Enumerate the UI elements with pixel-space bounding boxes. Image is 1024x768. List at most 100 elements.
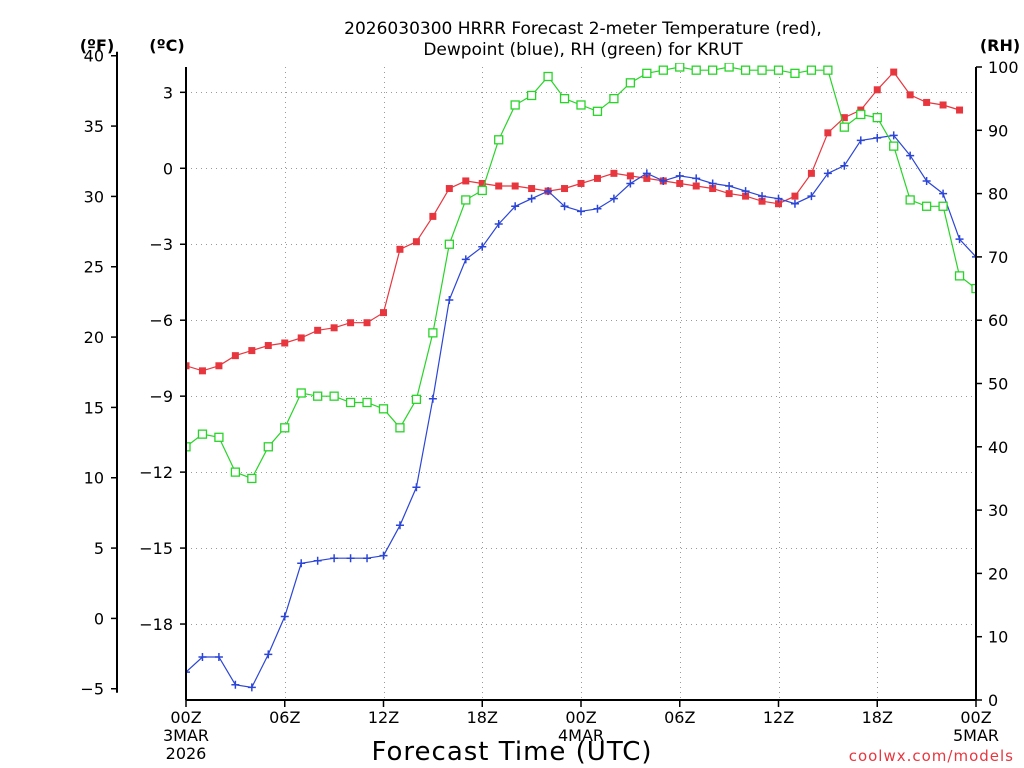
- rh-point: [247, 473, 257, 484]
- dewpoint-point: [856, 136, 865, 145]
- rh-point: [263, 442, 273, 452]
- dewpoint-point: [445, 295, 454, 304]
- rh-point: [856, 109, 866, 120]
- temperature-point: [412, 238, 420, 246]
- rh-point: [477, 185, 487, 196]
- rh-point: [642, 68, 652, 78]
- temperature-point: [725, 190, 733, 198]
- rh-point: [691, 65, 701, 75]
- dewpoint-point: [264, 650, 273, 659]
- rh-tick-label: 20: [988, 564, 1008, 583]
- dewpoint-point: [774, 194, 783, 203]
- rh-point: [186, 442, 191, 452]
- temperature-point: [478, 179, 486, 187]
- rh-point: [494, 135, 504, 145]
- temperature-point: [330, 324, 338, 332]
- x-tick-label: 18Z: [467, 708, 498, 727]
- temperature-point: [742, 192, 750, 200]
- dewpoint-point: [626, 179, 635, 188]
- dewpoint-point: [297, 559, 306, 568]
- dewpoint-point: [330, 554, 339, 563]
- dewpoint-point: [955, 235, 964, 244]
- dewpoint-point: [642, 169, 651, 178]
- x-tick-label: 00Z: [960, 708, 991, 727]
- dewpoint-point: [609, 194, 618, 203]
- rh-point: [872, 112, 882, 123]
- series-layer: [186, 63, 976, 692]
- dewpoint-point: [659, 176, 668, 185]
- rh-point: [362, 397, 372, 408]
- fahrenheit-tick-label: 15: [84, 398, 104, 417]
- fahrenheit-tick-label: 10: [84, 469, 104, 488]
- rh-point: [790, 68, 800, 78]
- dewpoint-point: [494, 219, 503, 228]
- grid: [186, 67, 976, 700]
- rh-point: [773, 65, 784, 75]
- dewpoint-point: [186, 668, 190, 677]
- x-tick-label: 12Z: [763, 708, 794, 727]
- temperature-point: [248, 347, 256, 355]
- x-tick-date-label: 3MAR: [163, 726, 209, 745]
- dewpoint-point: [741, 187, 750, 196]
- dewpoint-point: [889, 131, 898, 140]
- temperature-point: [231, 352, 239, 360]
- dewpoint-point: [412, 483, 421, 492]
- dewpoint-point: [379, 551, 388, 560]
- temperature-point: [264, 342, 272, 350]
- dewpoint-point: [247, 683, 256, 692]
- rh-point: [461, 195, 471, 205]
- dewpoint-point: [593, 204, 602, 213]
- rh-point: [823, 65, 833, 75]
- dewpoint-point: [395, 521, 404, 530]
- fahrenheit-tick-label: 25: [84, 258, 104, 277]
- temperature-point: [577, 179, 585, 187]
- fahrenheit-tick-label: 20: [84, 328, 104, 347]
- rh-point: [905, 195, 915, 205]
- rh-point: [395, 423, 405, 433]
- dewpoint-point: [198, 652, 207, 661]
- rh-point: [938, 201, 948, 211]
- x-tick-year-label: 2026: [166, 744, 207, 763]
- rh-point: [609, 94, 619, 104]
- rh-point: [559, 94, 570, 104]
- rh-point: [230, 467, 241, 477]
- rh-point: [889, 141, 899, 151]
- temperature-point: [610, 169, 618, 177]
- dewpoint-point: [313, 556, 322, 565]
- rh-tick-label: 90: [988, 121, 1008, 140]
- rh-point: [839, 122, 849, 132]
- dewpoint-point: [461, 255, 470, 264]
- temperature-point: [791, 192, 799, 200]
- dewpoint-point: [906, 151, 915, 160]
- temperature-point: [198, 367, 206, 375]
- temperature-point: [775, 200, 782, 208]
- rh-point: [214, 432, 224, 442]
- rh-point: [724, 63, 734, 72]
- temperature-point: [281, 339, 289, 347]
- chart-title-line-2: Dewpoint (blue), RH (green) for KRUT: [423, 40, 743, 60]
- dewpoint-point: [840, 161, 849, 170]
- temperature-point: [511, 182, 519, 190]
- celsius-tick-label: −15: [139, 539, 173, 558]
- rh-point: [444, 239, 454, 249]
- dewpoint-point: [675, 171, 684, 180]
- temperature-point: [593, 174, 601, 182]
- rh-point: [428, 328, 438, 338]
- temperature-point: [363, 319, 371, 327]
- temperature-point: [215, 362, 223, 370]
- dewpoint-point: [363, 554, 372, 563]
- temperature-point: [676, 179, 684, 187]
- rh-point: [197, 429, 208, 439]
- rh-point: [576, 100, 586, 110]
- temperature-point: [396, 245, 404, 253]
- rh-tick-label: 30: [988, 501, 1008, 520]
- temperature-point: [923, 98, 931, 106]
- x-tick-label: 06Z: [269, 708, 300, 727]
- dewpoint-point: [527, 194, 536, 203]
- rh-point: [526, 90, 537, 101]
- fahrenheit-unit-label: (ºF): [80, 36, 115, 55]
- x-tick-label: 18Z: [862, 708, 893, 727]
- series-temperature: [186, 68, 964, 375]
- dewpoint-point: [708, 179, 717, 188]
